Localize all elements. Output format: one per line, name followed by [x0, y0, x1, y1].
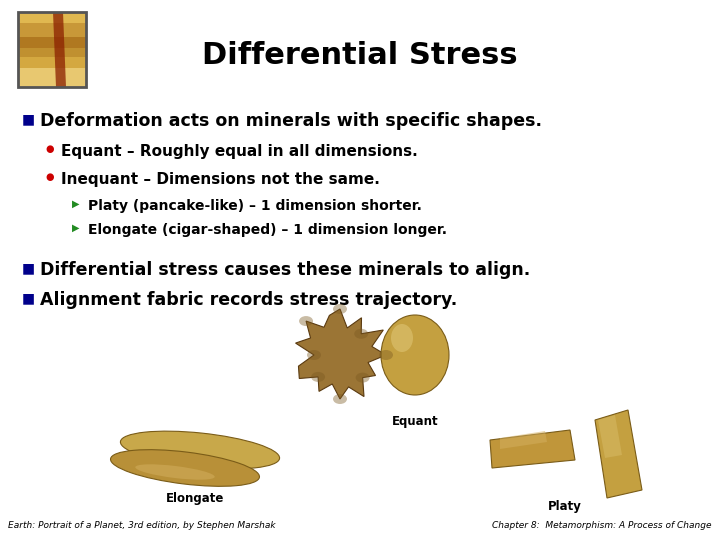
Ellipse shape — [299, 316, 313, 326]
Text: Differential stress causes these minerals to align.: Differential stress causes these mineral… — [40, 261, 530, 279]
Text: Equant – Roughly equal in all dimensions.: Equant – Roughly equal in all dimensions… — [61, 144, 418, 159]
Text: ■: ■ — [22, 291, 35, 305]
Text: Alignment fabric records stress trajectory.: Alignment fabric records stress trajecto… — [40, 291, 457, 309]
Text: Chapter 8:  Metamorphism: A Process of Change: Chapter 8: Metamorphism: A Process of Ch… — [492, 521, 712, 530]
Ellipse shape — [120, 431, 279, 469]
Ellipse shape — [391, 324, 413, 352]
Text: Inequant – Dimensions not the same.: Inequant – Dimensions not the same. — [61, 172, 380, 187]
Bar — [18, 57, 86, 68]
Text: Platy (pancake-like) – 1 dimension shorter.: Platy (pancake-like) – 1 dimension short… — [88, 199, 422, 213]
Bar — [18, 48, 86, 57]
Polygon shape — [500, 431, 547, 449]
Ellipse shape — [333, 304, 347, 314]
Bar — [18, 12, 86, 87]
Text: Deformation acts on minerals with specific shapes.: Deformation acts on minerals with specif… — [40, 112, 542, 130]
Polygon shape — [296, 309, 386, 399]
Ellipse shape — [333, 394, 347, 404]
Bar — [18, 37, 86, 48]
Ellipse shape — [311, 372, 325, 382]
Bar — [18, 12, 86, 23]
Text: ▶: ▶ — [72, 223, 79, 233]
Polygon shape — [490, 430, 575, 468]
Ellipse shape — [135, 464, 215, 480]
Bar — [18, 23, 86, 37]
Text: Differential Stress: Differential Stress — [202, 40, 518, 70]
Text: Earth: Portrait of a Planet, 3rd edition, by Stephen Marshak: Earth: Portrait of a Planet, 3rd edition… — [8, 521, 276, 530]
Ellipse shape — [379, 350, 393, 360]
Text: Elongate (cigar-shaped) – 1 dimension longer.: Elongate (cigar-shaped) – 1 dimension lo… — [88, 223, 447, 237]
Ellipse shape — [356, 373, 369, 383]
Text: ●: ● — [45, 144, 53, 154]
Ellipse shape — [381, 315, 449, 395]
Ellipse shape — [354, 329, 368, 339]
Text: ■: ■ — [22, 261, 35, 275]
Text: Equant: Equant — [392, 415, 438, 428]
Polygon shape — [598, 415, 622, 458]
Text: ▶: ▶ — [72, 199, 79, 209]
Text: ■: ■ — [22, 112, 35, 126]
Bar — [18, 68, 86, 87]
Ellipse shape — [307, 350, 321, 360]
Text: Elongate: Elongate — [166, 492, 224, 505]
Ellipse shape — [111, 450, 259, 487]
Polygon shape — [53, 12, 66, 87]
Text: Platy: Platy — [548, 500, 582, 513]
Polygon shape — [595, 410, 642, 498]
Text: ●: ● — [45, 172, 53, 182]
